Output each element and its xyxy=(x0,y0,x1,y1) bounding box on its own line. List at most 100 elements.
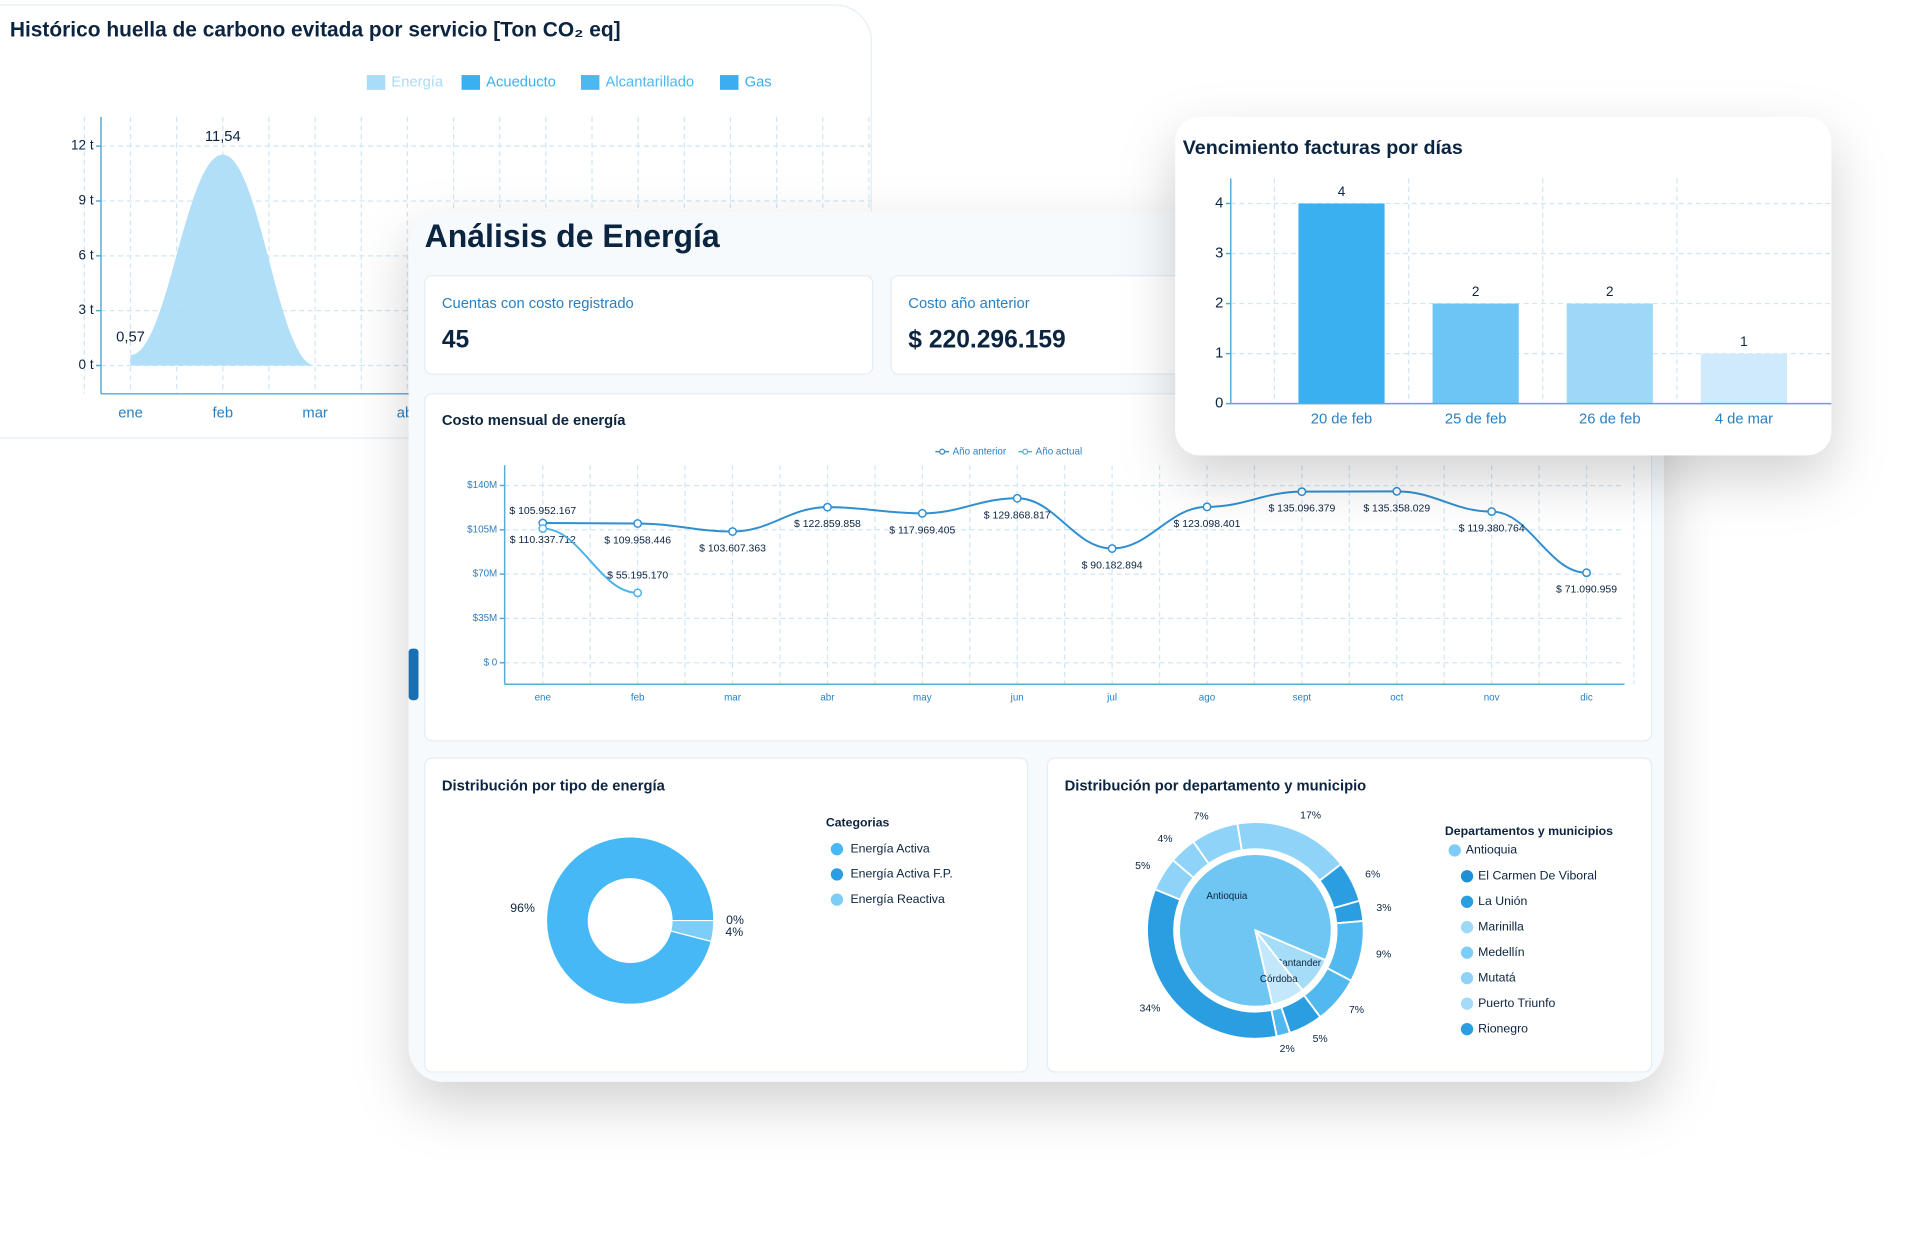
legend-marker xyxy=(1460,870,1474,883)
y-tick-label: 9 t xyxy=(79,193,94,208)
marker xyxy=(538,524,548,534)
y-tick-label: $35M xyxy=(473,613,498,624)
donut-panel xyxy=(424,757,1029,1073)
bars-panel xyxy=(1175,116,1832,456)
inner-label: Antioquia xyxy=(1206,891,1248,902)
data-label: 1 xyxy=(1740,334,1748,349)
x-tick-label: mar xyxy=(302,405,327,421)
inner-label: Santander xyxy=(1276,958,1322,969)
data-label: 5% xyxy=(1313,1034,1328,1045)
legend-marker xyxy=(830,843,844,856)
y-tick-label: 0 xyxy=(1215,396,1223,412)
y-tick-label: 3 t xyxy=(79,302,94,317)
data-label: 11,54 xyxy=(205,129,241,145)
marker xyxy=(728,527,737,536)
line xyxy=(542,527,638,594)
legend-marker xyxy=(830,893,844,906)
x-tick-label: ene xyxy=(535,692,552,703)
marker xyxy=(1202,502,1212,512)
x-tick-label: dic xyxy=(1580,692,1593,703)
chart-title: Distribución por tipo de energía xyxy=(442,778,666,794)
x-tick-label: jul xyxy=(1106,692,1117,703)
y-tick-label: 12 t xyxy=(71,138,94,153)
data-label: $ 119.380.764 xyxy=(1459,524,1525,535)
data-label: $ 122.859.858 xyxy=(794,519,861,530)
data-label: 3% xyxy=(1376,903,1391,914)
line-panel xyxy=(424,393,1653,742)
data-label: 5% xyxy=(1135,861,1150,872)
bar xyxy=(1298,203,1385,404)
data-label: 2% xyxy=(1280,1044,1295,1055)
legend-label: La Unión xyxy=(1478,894,1527,908)
legend-label: Acueducto xyxy=(486,74,556,90)
sunburst-chart: Antioquia Santander Córdoba 7% 17% 6% 3% 9% 7% 5%… xyxy=(1135,811,1613,1055)
legend-label: Antioquia xyxy=(1466,843,1517,857)
outer-slice xyxy=(1171,840,1211,880)
chart-title: Vencimiento facturas por días xyxy=(1183,137,1463,159)
legend-marker xyxy=(939,448,946,455)
data-label: 2 xyxy=(1472,284,1480,299)
page-title: Análisis de Energía xyxy=(425,218,720,254)
data-label: 7% xyxy=(1349,1005,1364,1016)
donut-chart: 96% 0%4% Categorias Energía Activa Energía A… xyxy=(510,816,953,1005)
marker xyxy=(1297,487,1307,497)
legend-title: Departamentos y municipios xyxy=(1445,824,1613,838)
chart-title: Costo mensual de energía xyxy=(442,413,626,429)
x-tick-label: abr xyxy=(820,692,835,703)
legend-label: Medellín xyxy=(1478,945,1525,959)
y-tick-label: 0 t xyxy=(79,357,94,372)
legend-label: Puerto Triunfo xyxy=(1478,996,1555,1010)
marker xyxy=(1487,507,1497,517)
x-tick-label: 4 de mar xyxy=(1715,412,1773,428)
x-tick-label: jun xyxy=(1010,692,1024,703)
legend-marker xyxy=(1448,844,1461,857)
kpi-label: Costo año anterior xyxy=(908,296,1029,312)
marker xyxy=(1107,544,1117,553)
x-tick-label: 20 de feb xyxy=(1311,412,1373,428)
kpi-card xyxy=(424,275,874,375)
x-tick-label: ago xyxy=(1199,692,1216,703)
legend-marker xyxy=(1460,921,1474,934)
marker xyxy=(823,502,832,512)
legend-marker xyxy=(1022,448,1029,455)
bar-chart: 0 1 2 3 4 4 20 de feb 2 25 de feb 2 26 de feb 1 4 de… xyxy=(1215,178,1832,428)
inner-label: Córdoba xyxy=(1260,974,1298,985)
data-label: 7% xyxy=(1194,811,1209,822)
legend-title: Categorias xyxy=(826,816,890,830)
y-tick-label: 3 xyxy=(1215,245,1223,261)
x-tick-label: mar xyxy=(724,692,742,703)
donut-slice xyxy=(669,919,715,943)
data-label: 4% xyxy=(725,925,743,939)
legend-swatch xyxy=(366,75,386,90)
marker xyxy=(1582,568,1591,578)
x-tick-label: ene xyxy=(118,405,143,421)
legend-marker xyxy=(1460,946,1474,959)
legend-label: Energía Activa F.P. xyxy=(850,867,952,881)
data-label: $ 135.096.379 xyxy=(1268,504,1335,515)
legend-swatch xyxy=(720,75,739,90)
y-tick-label: 4 xyxy=(1215,195,1223,211)
legend-label: Energía xyxy=(391,74,443,90)
legend-label: El Carmen De Viboral xyxy=(1478,869,1597,883)
kpi-label: Cuentas con costo registrado xyxy=(442,296,634,312)
legend-label: Rionegro xyxy=(1478,1021,1528,1035)
kpi-value: $ 220.296.159 xyxy=(908,326,1065,353)
inner-slice xyxy=(1254,929,1304,1006)
marker xyxy=(633,519,643,528)
data-label: $ 117.969.405 xyxy=(889,525,955,536)
data-label: 9% xyxy=(1376,949,1391,960)
marker xyxy=(1012,493,1022,503)
legend-swatch xyxy=(580,75,600,90)
y-tick-label: 6 t xyxy=(79,247,94,262)
data-label: 6% xyxy=(1365,870,1380,881)
x-tick-label: feb xyxy=(631,692,645,703)
data-label: $ 129.868.817 xyxy=(984,510,1051,521)
side-tab xyxy=(408,648,419,701)
donut-slice xyxy=(545,836,715,1005)
data-label: 2 xyxy=(1606,284,1614,299)
legend-label: Año actual xyxy=(1036,446,1082,457)
legend-swatch xyxy=(461,75,481,90)
data-label: 0% xyxy=(726,913,744,927)
legend-label: Marinilla xyxy=(1478,919,1524,933)
y-tick-label: 2 xyxy=(1215,295,1223,311)
